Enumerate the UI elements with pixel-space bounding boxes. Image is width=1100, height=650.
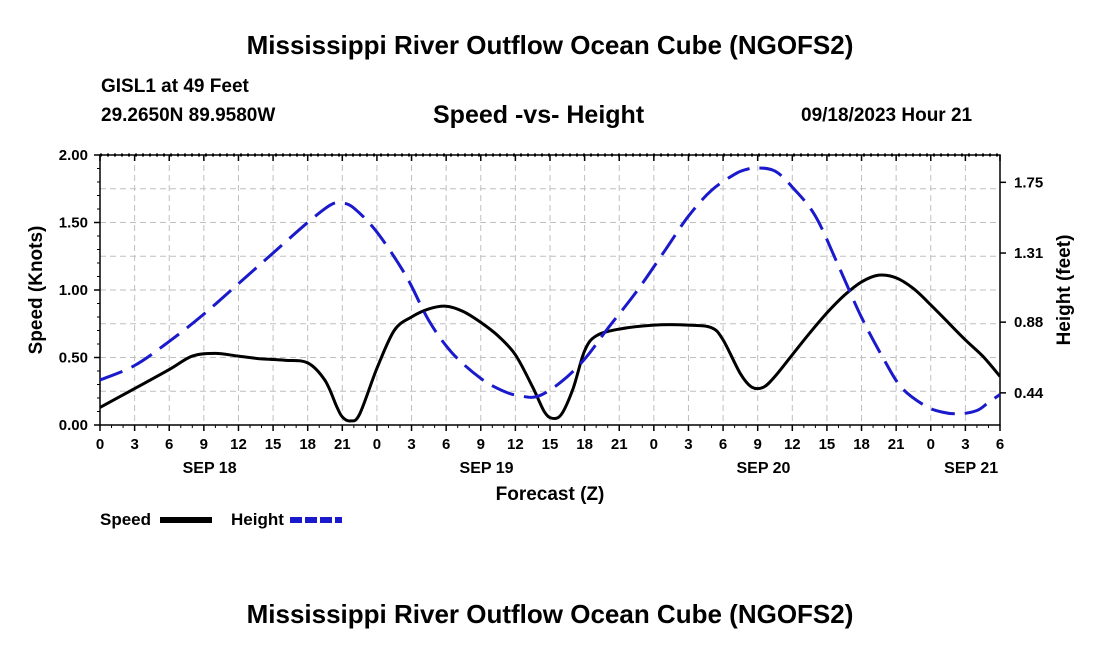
y-right-axis-title: Height (feet) [1054,235,1075,346]
x-tick-label-9: 3 [407,436,415,453]
chart-subtitle: Speed -vs- Height [433,101,645,129]
x-tick-label-4: 12 [230,436,247,453]
x-tick-label-21: 15 [819,436,836,453]
y-left-axis-title: Speed (Knots) [26,226,47,355]
x-axis-title: Forecast (Z) [496,484,605,505]
x-tick-label-8: 0 [373,436,381,453]
y-right-tick-label-1: 0.88 [1014,314,1043,331]
x-tick-label-16: 0 [650,436,658,453]
x-tick-label-12: 12 [507,436,524,453]
y-right-tick-label-2: 1.31 [1014,245,1043,262]
date-label-0: SEP 18 [183,460,237,477]
x-tick-label-14: 18 [576,436,593,453]
legend-label-height: Height [231,510,284,529]
x-tick-label-11: 9 [477,436,485,453]
x-tick-label-22: 18 [853,436,870,453]
x-tick-label-3: 9 [200,436,208,453]
x-tick-label-25: 3 [961,436,969,453]
date-label-1: SEP 19 [460,460,514,477]
x-tick-label-17: 3 [684,436,692,453]
x-tick-label-0: 0 [96,436,104,453]
x-tick-label-23: 21 [888,436,905,453]
station-label: GISL1 at 49 Feet [101,76,249,97]
x-tick-label-6: 18 [299,436,316,453]
y-left-tick-label-0: 0.00 [59,417,88,434]
x-tick-label-7: 21 [334,436,351,453]
x-tick-label-26: 6 [996,436,1004,453]
x-tick-label-1: 3 [130,436,138,453]
y-right-tick-label-0: 0.44 [1014,385,1044,402]
chart-title: Mississippi River Outflow Ocean Cube (NG… [246,30,854,60]
date-label-3: SEP 21 [944,460,998,477]
y-left-tick-label-1: 0.50 [59,350,88,367]
x-tick-label-19: 9 [754,436,762,453]
footer-title: Mississippi River Outflow Ocean Cube (NG… [246,599,854,629]
y-left-tick-label-3: 1.50 [59,215,88,232]
series-line-height [100,166,1000,416]
forecast-datetime: 09/18/2023 Hour 21 [801,105,973,126]
date-label-2: SEP 20 [736,460,790,477]
x-tick-label-24: 0 [927,436,935,453]
x-tick-label-18: 6 [719,436,727,453]
y-right-tick-label-3: 1.75 [1014,174,1043,191]
series-line-speed [100,273,1000,423]
y-left-tick-label-2: 1.00 [59,282,88,299]
x-tick-label-10: 6 [442,436,450,453]
station-coordinates: 29.2650N 89.9580W [101,105,276,126]
legend-label-speed: Speed [100,510,151,529]
y-left-tick-label-4: 2.00 [59,147,88,164]
x-tick-label-15: 21 [611,436,628,453]
x-tick-label-5: 15 [265,436,282,453]
x-tick-label-20: 12 [784,436,801,453]
x-tick-label-2: 6 [165,436,173,453]
x-tick-label-13: 15 [542,436,559,453]
